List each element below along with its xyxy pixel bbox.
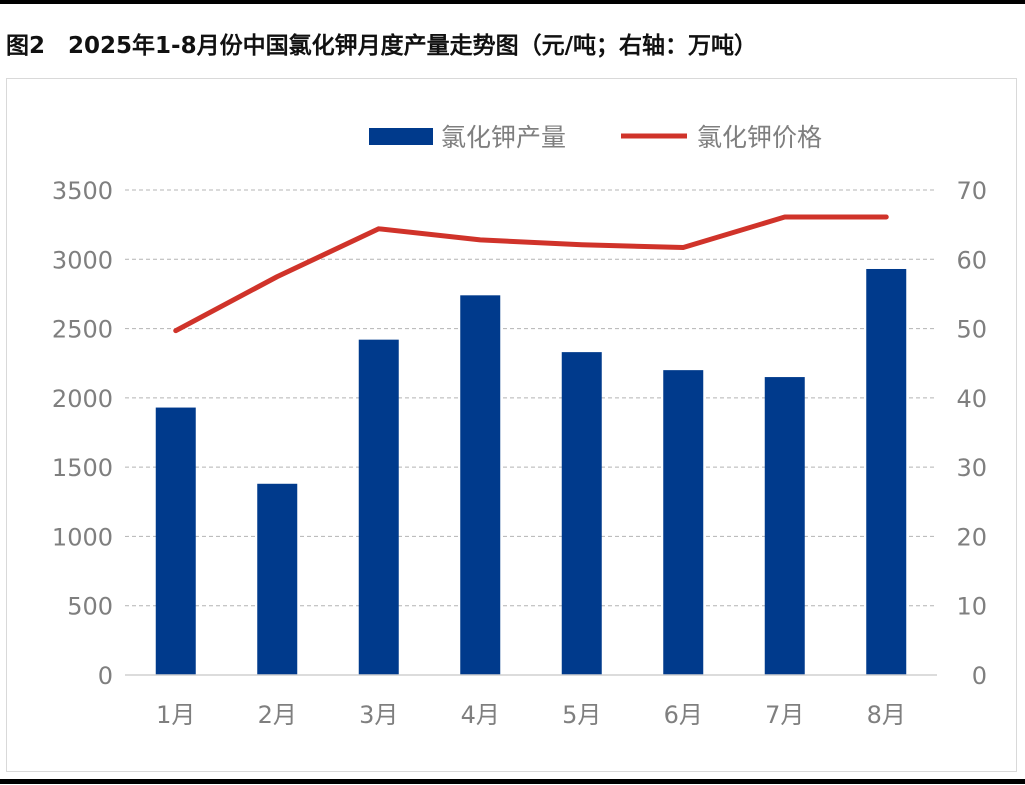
left-axis-tick-label: 0 (98, 662, 113, 690)
right-axis-tick-label: 50 (956, 316, 987, 344)
chart-frame: 0 500 1000 1500 2000 2500 3000 3500 0 10 20 30 40 50 6… (6, 78, 1017, 772)
x-axis-category-label: 8月 (867, 701, 906, 729)
production-bar (561, 352, 602, 675)
legend-label-price: 氯化钾价格 (697, 123, 822, 152)
x-axis-category-label: 6月 (664, 701, 703, 729)
x-axis-category-label: 3月 (359, 701, 398, 729)
right-axis-tick-label: 70 (956, 177, 987, 205)
left-axis-tick-label: 2500 (52, 316, 113, 344)
bottom-rule (0, 779, 1025, 784)
x-axis-category-label: 5月 (562, 701, 601, 729)
figure-title: 图2 2025年1-8月份中国氯化钾月度产量走势图（元/吨；右轴：万吨） (6, 33, 757, 59)
right-axis-tick-label: 0 (972, 662, 987, 690)
bar-series (155, 268, 907, 675)
production-bar (257, 483, 298, 675)
left-axis-tick-label: 500 (67, 593, 113, 621)
production-bar (358, 339, 399, 675)
x-axis-category-label: 1月 (156, 701, 195, 729)
left-axis-tick-label: 1500 (52, 454, 113, 482)
x-axis-category-label: 4月 (461, 701, 500, 729)
left-axis-tick-label: 3500 (52, 177, 113, 205)
legend-bar-swatch (369, 128, 433, 145)
line-series (173, 214, 889, 334)
right-axis-tick-label: 60 (956, 246, 987, 274)
production-bar (155, 407, 196, 675)
legend: 氯化钾产量 氯化钾价格 (369, 123, 822, 152)
production-bar (460, 295, 501, 675)
chart: 0 500 1000 1500 2000 2500 3000 3500 0 10 20 30 40 50 6… (52, 123, 987, 729)
axes: 0 500 1000 1500 2000 2500 3000 3500 0 10 20 30 40 50 6… (52, 177, 987, 729)
production-bar (764, 377, 805, 675)
gridlines (125, 189, 937, 607)
top-rule (0, 0, 1025, 4)
production-bar (663, 370, 704, 675)
legend-label-production: 氯化钾产量 (441, 123, 566, 152)
right-axis-tick-label: 20 (956, 523, 987, 551)
price-line (173, 214, 889, 334)
right-axis-tick-label: 10 (956, 593, 987, 621)
right-axis-tick-label: 40 (956, 385, 987, 413)
x-axis-category-label: 7月 (765, 701, 804, 729)
right-axis-tick-label: 30 (956, 454, 987, 482)
left-axis-tick-label: 2000 (52, 385, 113, 413)
left-axis-tick-label: 1000 (52, 523, 113, 551)
x-axis-category-label: 2月 (258, 701, 297, 729)
production-bar (866, 268, 907, 675)
left-axis-tick-label: 3000 (52, 246, 113, 274)
